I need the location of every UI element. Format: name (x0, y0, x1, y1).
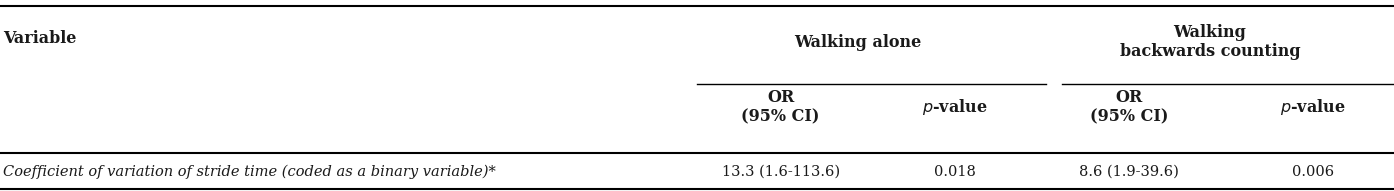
Text: OR
(95% CI): OR (95% CI) (1090, 89, 1168, 125)
Text: Walking alone: Walking alone (793, 33, 921, 51)
Text: 13.3 (1.6-113.6): 13.3 (1.6-113.6) (722, 165, 839, 179)
Text: $\it{p}$-value: $\it{p}$-value (1280, 97, 1347, 117)
Text: Walking
backwards counting: Walking backwards counting (1119, 24, 1301, 60)
Text: $\it{p}$-value: $\it{p}$-value (921, 97, 988, 117)
Text: 0.006: 0.006 (1292, 165, 1334, 179)
Text: 8.6 (1.9-39.6): 8.6 (1.9-39.6) (1079, 165, 1179, 179)
Text: OR
(95% CI): OR (95% CI) (742, 89, 820, 125)
Text: Variable: Variable (3, 30, 77, 47)
Text: 0.018: 0.018 (934, 165, 976, 179)
Text: Coefficient of variation of stride time (coded as a binary variable)*: Coefficient of variation of stride time … (3, 165, 496, 179)
